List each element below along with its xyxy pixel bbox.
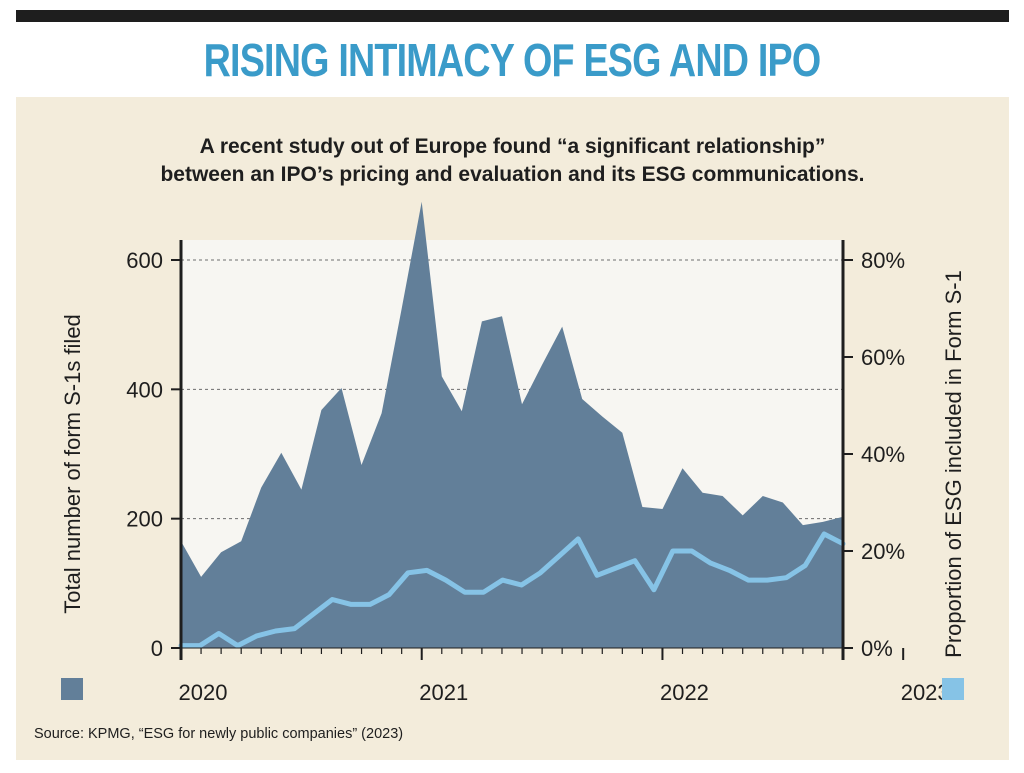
x-tick-label: 2020 bbox=[179, 680, 228, 705]
line-series-esg-proportion bbox=[178, 531, 846, 649]
legend-swatch-area bbox=[61, 678, 83, 700]
y-tick-label-left: 600 bbox=[126, 248, 163, 273]
y-tick-label-right: 80% bbox=[861, 248, 905, 273]
y-tick-label-left: 200 bbox=[126, 507, 163, 532]
chart-title: RISING INTIMACY OF ESG AND IPO bbox=[203, 34, 822, 86]
chart-subtitle: A recent study out of Europe found “a si… bbox=[16, 133, 1009, 189]
y-tick-label-right: 60% bbox=[861, 345, 905, 370]
x-tick-label: 2023 bbox=[901, 680, 950, 705]
subtitle-line-2: between an IPO’s pricing and evaluation … bbox=[160, 163, 865, 186]
x-tick-label: 2022 bbox=[660, 680, 709, 705]
y-axis-label-right: Proportion of ESG included in Form S-1 bbox=[941, 270, 966, 658]
source-note: Source: KPMG, “ESG for newly public comp… bbox=[34, 726, 404, 742]
y-tick-label-right: 40% bbox=[861, 442, 905, 467]
legend-swatch-line bbox=[942, 678, 964, 700]
y-tick-label-left: 400 bbox=[126, 377, 163, 402]
y-axis-label-left: Total number of form S-1s filed bbox=[60, 314, 85, 614]
y-tick-label-left: 0 bbox=[151, 636, 163, 661]
subtitle-line-1: A recent study out of Europe found “a si… bbox=[199, 135, 826, 158]
y-tick-label-right: 20% bbox=[861, 539, 905, 564]
top-rule bbox=[16, 10, 1009, 22]
area-series-filings bbox=[181, 201, 843, 649]
y-tick-label-right: 0% bbox=[861, 636, 893, 661]
x-tick-label: 2021 bbox=[419, 680, 468, 705]
